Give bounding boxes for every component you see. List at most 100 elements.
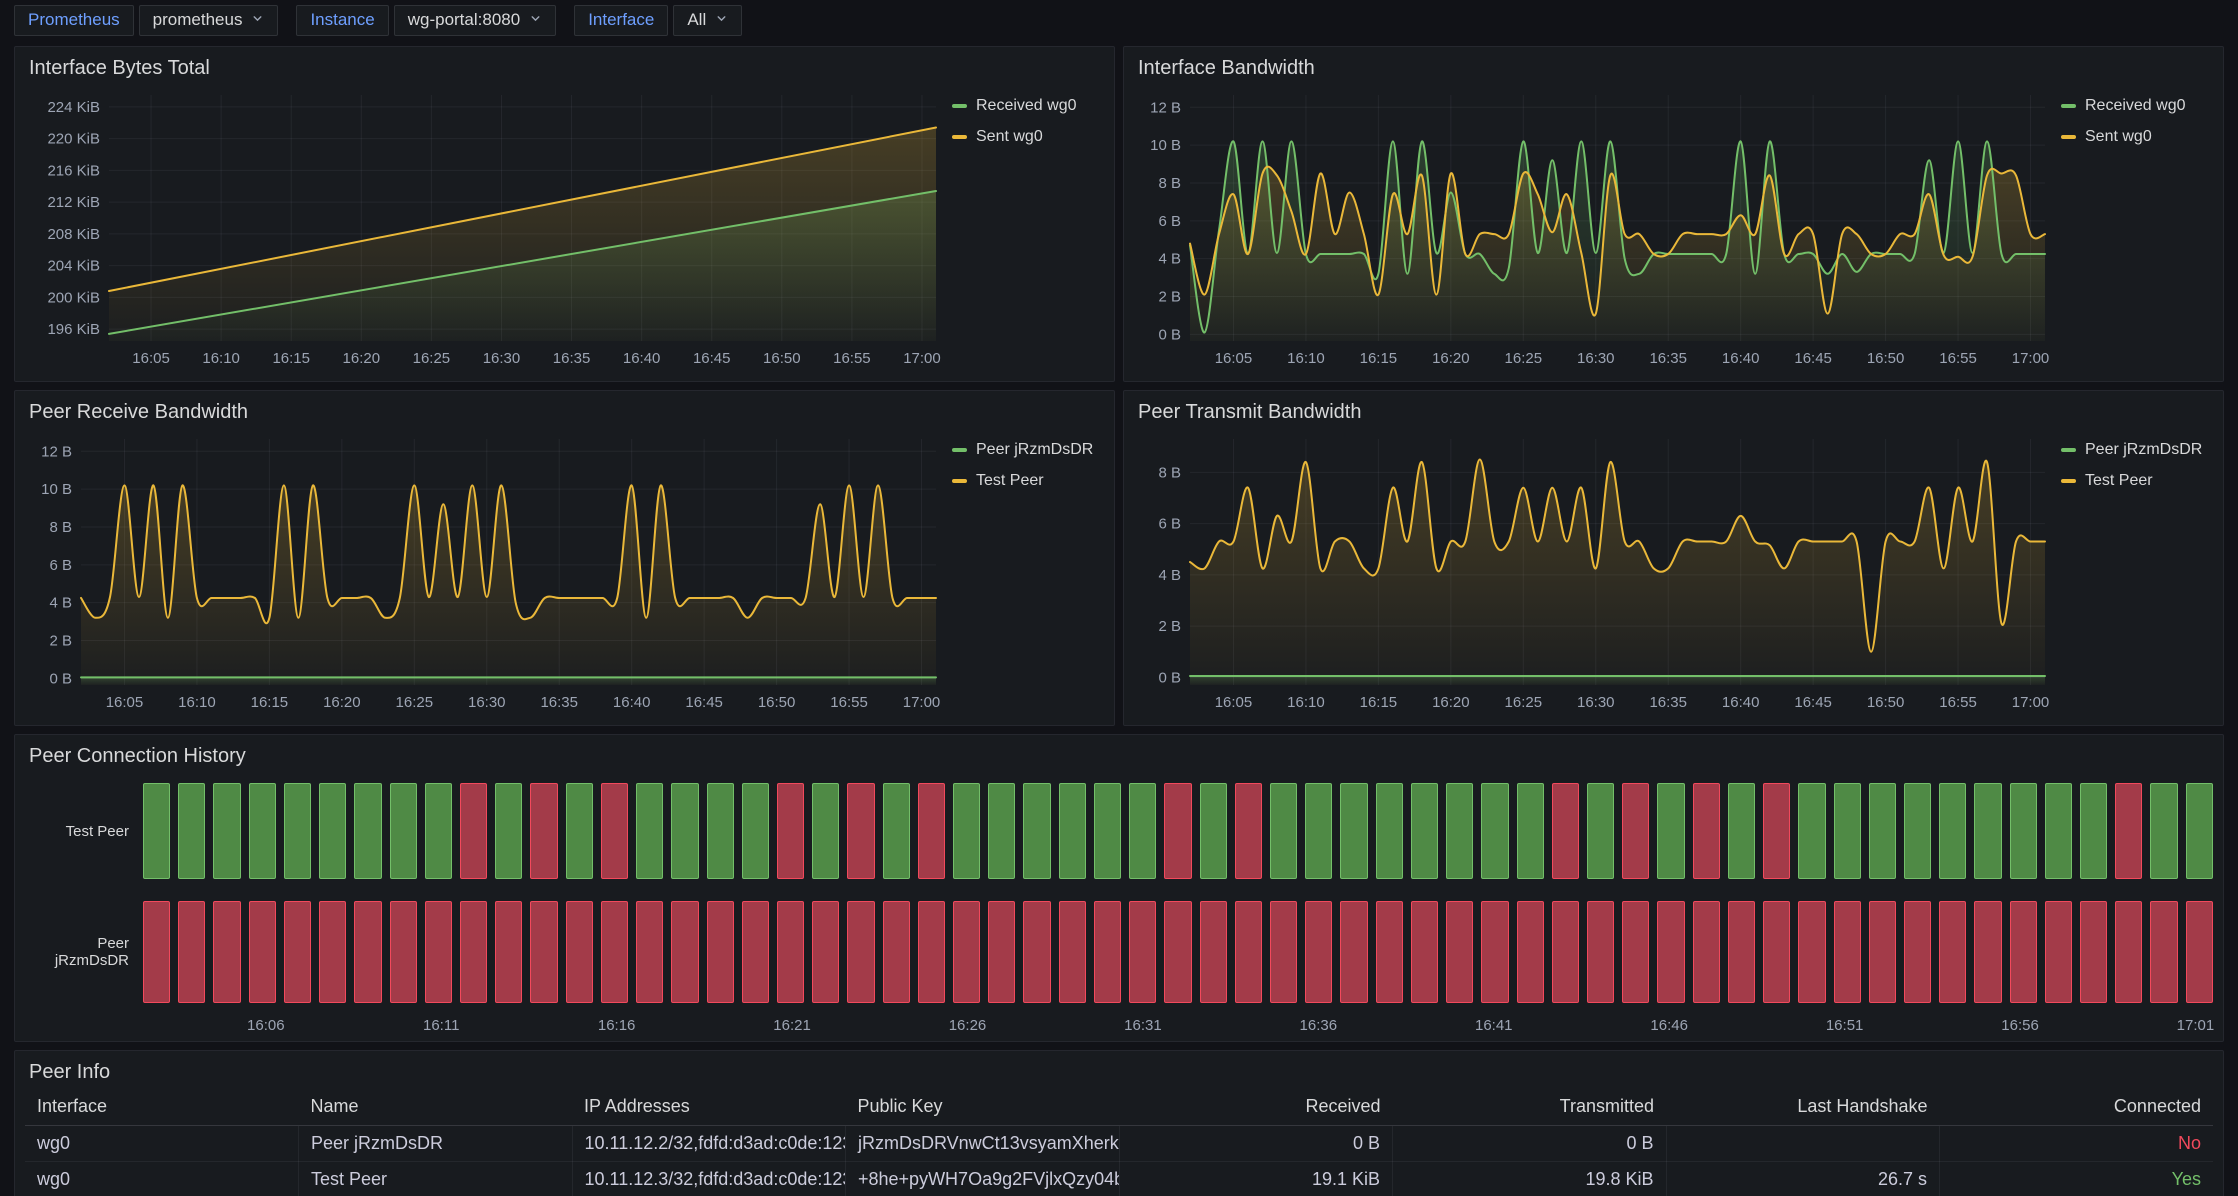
column-header-public-key[interactable]: Public Key bbox=[845, 1089, 1119, 1126]
svg-text:2 B: 2 B bbox=[49, 633, 72, 650]
variable-label-interface[interactable]: Interface bbox=[574, 4, 669, 36]
svg-text:4 B: 4 B bbox=[1158, 567, 1181, 584]
status-bar-disconnected bbox=[354, 901, 382, 1003]
status-bar-connected bbox=[1129, 783, 1157, 879]
status-bar-connected bbox=[1903, 783, 1932, 879]
column-header-connected[interactable]: Connected bbox=[1939, 1089, 2213, 1126]
svg-text:2 B: 2 B bbox=[1158, 618, 1181, 635]
svg-text:16:40: 16:40 bbox=[613, 694, 651, 711]
panel-interface-bandwidth: Interface Bandwidth 0 B 2 B 4 B 6 B 8 B 10 B 1… bbox=[1123, 46, 2224, 382]
status-bar-disconnected bbox=[2185, 901, 2213, 1003]
panel-peer-transmit-bandwidth: Peer Transmit Bandwidth 0 B 2 B 4 B 6 B 8 B 1… bbox=[1123, 390, 2224, 726]
svg-text:16:25: 16:25 bbox=[413, 350, 451, 367]
status-bar-connected bbox=[283, 783, 312, 879]
series-color-swatch bbox=[952, 479, 967, 483]
variable-value-prometheus-dropdown[interactable]: prometheus bbox=[138, 4, 279, 36]
panel-title[interactable]: Peer Info bbox=[29, 1061, 111, 1083]
svg-text:16:30: 16:30 bbox=[1577, 350, 1615, 367]
svg-text:16:15: 16:15 bbox=[272, 350, 310, 367]
peer-info-table: Interface Name IP Addresses Public Key Recei… bbox=[25, 1089, 2213, 1196]
panel-title[interactable]: Peer Receive Bandwidth bbox=[29, 401, 249, 423]
status-bar-disconnected bbox=[213, 901, 241, 1003]
status-bar-connected bbox=[636, 783, 664, 879]
legend-label: Peer jRzmDsDR bbox=[2085, 441, 2203, 458]
status-bar-disconnected bbox=[1234, 901, 1262, 1003]
status-bar-connected bbox=[953, 783, 981, 879]
connected-status: No bbox=[1939, 1125, 2213, 1162]
legend-item[interactable]: Peer jRzmDsDR bbox=[2061, 441, 2213, 459]
status-bar-disconnected bbox=[988, 901, 1016, 1003]
variable-value-instance-dropdown[interactable]: wg-portal:8080 bbox=[393, 4, 557, 36]
status-bar-disconnected bbox=[1833, 901, 1861, 1003]
status-bar-connected bbox=[1586, 783, 1615, 879]
status-bar-disconnected bbox=[143, 901, 171, 1003]
time-series-chart: 0 B 2 B 4 B 6 B 8 B 10 B 12 B 16:05 16:10 16:15 16… bbox=[25, 427, 944, 715]
column-header-name[interactable]: Name bbox=[298, 1089, 572, 1126]
status-bar-disconnected bbox=[248, 901, 276, 1003]
status-bar-disconnected bbox=[1551, 783, 1579, 879]
connected-status: Yes bbox=[1939, 1161, 2213, 1196]
status-bar-disconnected bbox=[917, 901, 946, 1003]
svg-text:10 B: 10 B bbox=[41, 481, 72, 498]
table-cell: 10.11.12.3/32,fdfd:d3ad:c0de:1234::2/128 bbox=[572, 1161, 846, 1196]
legend-item[interactable]: Sent wg0 bbox=[2061, 128, 2213, 146]
svg-text:16:30: 16:30 bbox=[468, 694, 506, 711]
panel-peer-info: Peer Info Interface Name IP Addresses Publi… bbox=[14, 1050, 2224, 1196]
svg-text:196 KiB: 196 KiB bbox=[47, 321, 100, 338]
svg-text:16:45: 16:45 bbox=[1794, 694, 1832, 711]
table-row: wg0 Peer jRzmDsDR 10.11.12.2/32,fdfd:d3ad:… bbox=[25, 1125, 2213, 1162]
column-header-last-handshake[interactable]: Last Handshake bbox=[1666, 1089, 1940, 1126]
column-header-ip-addresses[interactable]: IP Addresses bbox=[572, 1089, 846, 1126]
status-bar-connected bbox=[178, 783, 206, 879]
variable-value-interface-dropdown[interactable]: All bbox=[673, 4, 743, 36]
series-color-swatch bbox=[2061, 448, 2076, 452]
svg-text:16:10: 16:10 bbox=[1287, 694, 1325, 711]
status-bar-disconnected bbox=[2009, 901, 2037, 1003]
variable-label-prometheus[interactable]: Prometheus bbox=[14, 4, 134, 36]
panel-title[interactable]: Peer Transmit Bandwidth bbox=[1138, 401, 1362, 423]
svg-text:2 B: 2 B bbox=[1158, 289, 1181, 306]
time-series-chart: 196 KiB 200 KiB 204 KiB 208 KiB 212 KiB 216 K… bbox=[25, 83, 944, 371]
svg-text:16:55: 16:55 bbox=[1939, 694, 1977, 711]
status-bar-connected bbox=[143, 783, 171, 879]
panel-title[interactable]: Interface Bytes Total bbox=[29, 57, 210, 79]
svg-text:16:05: 16:05 bbox=[1215, 694, 1253, 711]
x-axis-tick-label: 16:26 bbox=[948, 1017, 987, 1034]
legend-item[interactable]: Sent wg0 bbox=[952, 128, 1104, 146]
column-header-transmitted[interactable]: Transmitted bbox=[1392, 1089, 1666, 1126]
legend-item[interactable]: Peer jRzmDsDR bbox=[952, 441, 1104, 459]
legend-item[interactable]: Test Peer bbox=[952, 472, 1104, 490]
svg-text:16:35: 16:35 bbox=[540, 694, 578, 711]
status-bar-disconnected bbox=[1305, 901, 1333, 1003]
status-bar-connected bbox=[213, 783, 241, 879]
status-bar-connected bbox=[495, 783, 523, 879]
status-bar-connected bbox=[1657, 783, 1685, 879]
variable-label-text: Interface bbox=[588, 10, 655, 29]
svg-text:12 B: 12 B bbox=[41, 443, 72, 460]
status-bar-connected bbox=[1939, 783, 1967, 879]
x-axis-tick-label: 16:06 bbox=[247, 1017, 285, 1034]
panel-title[interactable]: Peer Connection History bbox=[29, 745, 246, 767]
x-axis-tick-label: 16:56 bbox=[2001, 1017, 2039, 1034]
status-bar-disconnected bbox=[1481, 901, 1509, 1003]
series-color-swatch bbox=[2061, 104, 2076, 108]
svg-text:17:00: 17:00 bbox=[2012, 694, 2050, 711]
column-header-received[interactable]: Received bbox=[1119, 1089, 1393, 1126]
table-cell: +8he+pyWH7Oa9g2FVjlxQzy04brLX+Dv bbox=[845, 1161, 1120, 1196]
panel-title[interactable]: Interface Bandwidth bbox=[1138, 57, 1315, 79]
status-bar-disconnected bbox=[424, 901, 452, 1003]
legend-label: Received wg0 bbox=[976, 97, 1077, 114]
column-header-interface[interactable]: Interface bbox=[25, 1089, 299, 1126]
variable-label-instance[interactable]: Instance bbox=[296, 4, 389, 36]
series-color-swatch bbox=[2061, 135, 2076, 139]
status-bar-disconnected bbox=[1199, 901, 1227, 1003]
svg-text:12 B: 12 B bbox=[1150, 99, 1181, 116]
svg-text:16:45: 16:45 bbox=[1794, 350, 1832, 367]
status-bar-disconnected bbox=[459, 783, 488, 879]
status-bar-disconnected bbox=[1586, 901, 1615, 1003]
legend-item[interactable]: Test Peer bbox=[2061, 472, 2213, 490]
svg-text:16:55: 16:55 bbox=[1939, 350, 1977, 367]
legend-item[interactable]: Received wg0 bbox=[952, 97, 1104, 115]
legend-label: Test Peer bbox=[2085, 472, 2153, 489]
legend-item[interactable]: Received wg0 bbox=[2061, 97, 2213, 115]
